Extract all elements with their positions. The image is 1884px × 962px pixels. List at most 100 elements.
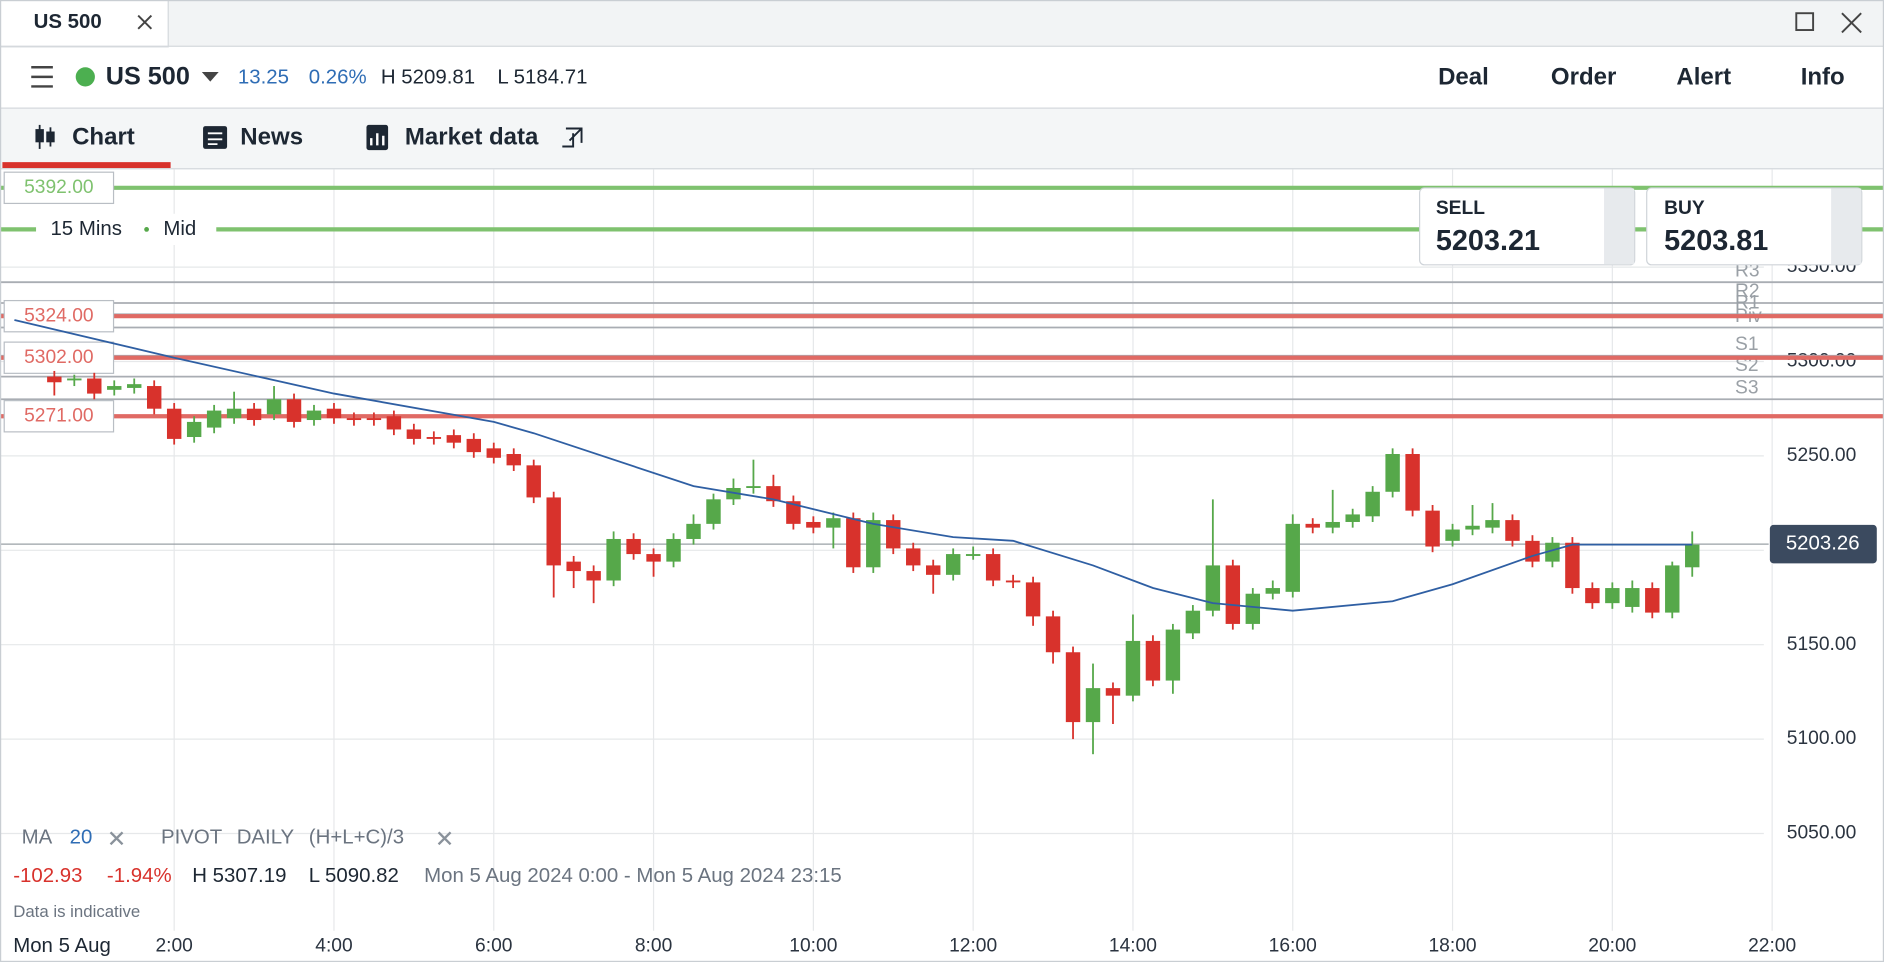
candle-body bbox=[746, 486, 761, 488]
candle-body bbox=[186, 421, 202, 438]
x-tick-label: 8:00 bbox=[635, 935, 672, 956]
candle-body bbox=[686, 523, 701, 539]
interval[interactable]: 15 Mins bbox=[50, 218, 121, 240]
candle-body bbox=[166, 408, 182, 439]
candle-body bbox=[1245, 593, 1261, 624]
candle-body bbox=[706, 499, 721, 524]
candle-body bbox=[47, 376, 62, 383]
order-button[interactable]: Order bbox=[1551, 63, 1616, 90]
candle-body bbox=[386, 416, 402, 430]
candle-body bbox=[526, 465, 541, 498]
alert-button[interactable]: Alert bbox=[1676, 63, 1731, 90]
pivot-label: S1 bbox=[1735, 334, 1759, 355]
candle-body bbox=[1185, 610, 1201, 634]
x-tick-label: 16:00 bbox=[1269, 935, 1317, 956]
candle-body bbox=[1345, 514, 1360, 522]
chart-icon bbox=[35, 124, 55, 149]
sell-price[interactable]: 5203.21 bbox=[1436, 225, 1540, 257]
pivot-label: R2 bbox=[1735, 281, 1760, 302]
change: 13.25 bbox=[238, 66, 289, 88]
candle-body bbox=[87, 378, 102, 394]
candle-body bbox=[366, 418, 382, 421]
buy-panel[interactable] bbox=[1646, 187, 1863, 266]
candle-body bbox=[1225, 565, 1241, 624]
period-change-pct: -1.94% bbox=[107, 865, 172, 887]
pivot-label: R3 bbox=[1735, 260, 1760, 281]
candle-body bbox=[426, 437, 442, 439]
close-tab[interactable] bbox=[137, 14, 153, 30]
moving-average bbox=[14, 319, 1693, 612]
candle-body bbox=[486, 448, 501, 458]
candle-body bbox=[546, 497, 561, 566]
candle-body bbox=[906, 548, 921, 566]
menu[interactable] bbox=[31, 66, 53, 88]
candle-body bbox=[1205, 565, 1221, 611]
instrument-caret[interactable] bbox=[201, 72, 219, 82]
candle-body bbox=[1685, 544, 1700, 568]
candle-body bbox=[806, 521, 821, 528]
period-change: -102.93 bbox=[13, 865, 82, 887]
x-tick-label: 18:00 bbox=[1428, 935, 1476, 956]
pivot-indicator[interactable]: PIVOT bbox=[161, 827, 222, 849]
candle-body bbox=[1565, 542, 1580, 589]
remove-ma[interactable] bbox=[109, 831, 124, 846]
pivot-period: DAILY bbox=[237, 827, 295, 849]
price-level-label: 5271.00 bbox=[24, 405, 93, 426]
external-link-icon bbox=[562, 127, 583, 148]
pivot-label: S3 bbox=[1735, 378, 1759, 399]
candle-body bbox=[107, 386, 122, 390]
candle-body bbox=[1085, 688, 1101, 723]
candle-body bbox=[1665, 565, 1680, 613]
price-level-box bbox=[3, 299, 115, 333]
period-range: Mon 5 Aug 2024 0:00 - Mon 5 Aug 2024 23:… bbox=[424, 865, 842, 887]
ma-indicator[interactable]: MA bbox=[22, 827, 53, 849]
y-tick-label: 5100.00 bbox=[1787, 728, 1856, 749]
candle-body bbox=[1045, 616, 1061, 653]
price-type[interactable]: Mid bbox=[163, 218, 196, 240]
sell-panel[interactable] bbox=[1419, 187, 1636, 266]
candle-body bbox=[646, 554, 661, 562]
market-data-tab[interactable]: Market data bbox=[405, 123, 539, 150]
price-level-label: 5392.00 bbox=[24, 177, 93, 198]
candle-body bbox=[786, 501, 801, 524]
pivot-label: R1 bbox=[1735, 293, 1760, 314]
candle-body bbox=[1325, 521, 1340, 528]
day-low: L 5184.71 bbox=[497, 66, 587, 88]
maximize[interactable] bbox=[1795, 12, 1815, 31]
candle-body bbox=[1585, 588, 1600, 604]
candle-body bbox=[1305, 523, 1320, 528]
instrument[interactable]: US 500 bbox=[106, 63, 190, 91]
x-tick-label: 4:00 bbox=[315, 935, 352, 956]
candle-body bbox=[1065, 652, 1081, 723]
candle-body bbox=[286, 399, 302, 422]
info-button[interactable]: Info bbox=[1801, 63, 1845, 90]
candle-body bbox=[226, 408, 242, 419]
candle-body bbox=[446, 435, 462, 443]
buy-price[interactable]: 5203.81 bbox=[1664, 225, 1768, 257]
period-low: L 5090.82 bbox=[309, 865, 399, 887]
window-tab-title: US 500 bbox=[34, 11, 102, 33]
remove-pivot[interactable] bbox=[437, 831, 452, 846]
price-level-box bbox=[3, 171, 115, 205]
buy-label: BUY bbox=[1664, 198, 1705, 219]
deal-button[interactable]: Deal bbox=[1438, 63, 1489, 90]
candle-body bbox=[1625, 588, 1640, 607]
window-tab[interactable] bbox=[0, 0, 169, 48]
change-pct: 0.26% bbox=[309, 66, 367, 88]
candle-body bbox=[566, 561, 581, 572]
candle-body bbox=[1005, 580, 1021, 583]
candle-body bbox=[766, 486, 781, 502]
candle-body bbox=[1265, 588, 1280, 594]
candle-body bbox=[886, 520, 901, 549]
market-data-icon bbox=[366, 124, 389, 151]
date-label: Mon 5 Aug bbox=[13, 935, 111, 957]
candle-body bbox=[1165, 629, 1181, 681]
news-tab[interactable]: News bbox=[240, 123, 303, 150]
candle-body bbox=[206, 410, 222, 428]
chart-tab[interactable]: Chart bbox=[72, 123, 135, 150]
plot-area[interactable]: 5050.005100.005150.005200.005250.005300.… bbox=[0, 169, 1884, 956]
close-window[interactable] bbox=[1841, 12, 1862, 34]
news-icon bbox=[203, 126, 228, 149]
candle-body bbox=[965, 554, 981, 556]
separator-dot bbox=[144, 226, 149, 232]
